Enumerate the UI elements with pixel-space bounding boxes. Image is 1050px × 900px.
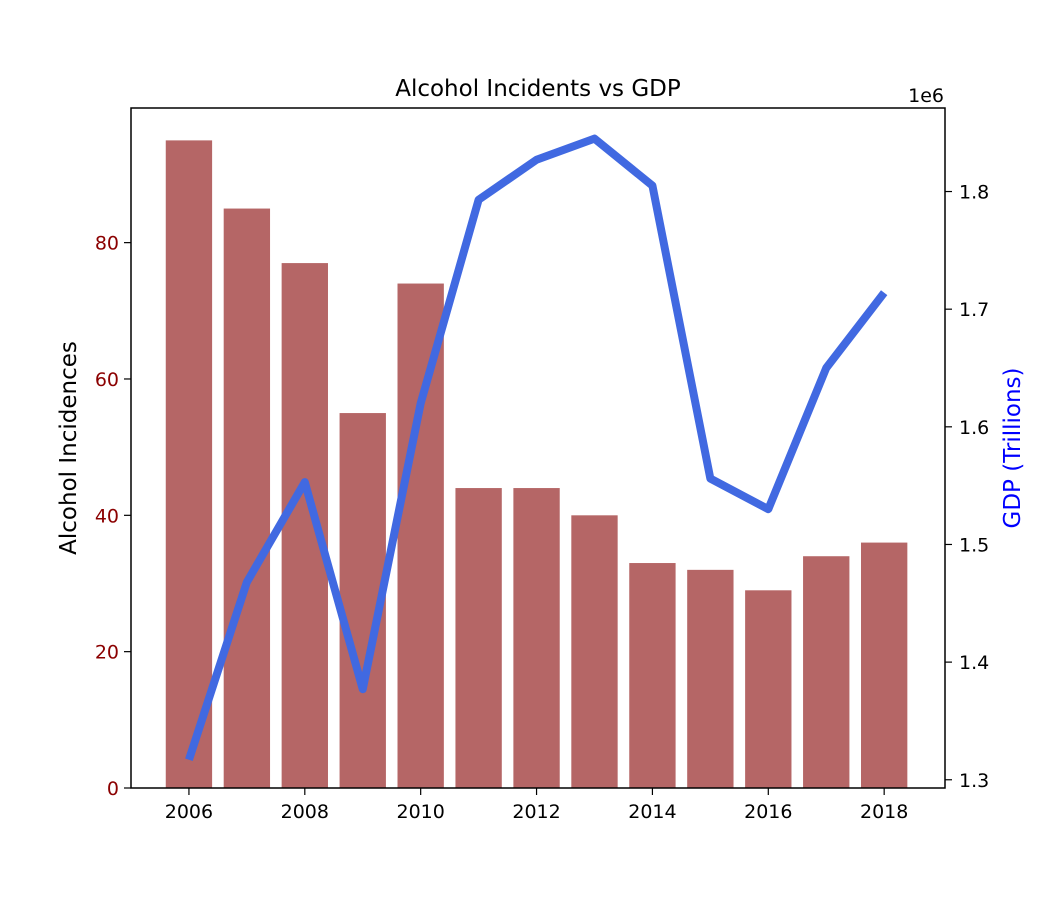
right-axis-label: GDP (Trillions) bbox=[1000, 368, 1026, 529]
x-tick-label-2016: 2016 bbox=[744, 801, 792, 823]
x-tick-label-2012: 2012 bbox=[512, 801, 560, 823]
x-tick-label-2014: 2014 bbox=[628, 801, 676, 823]
right-axis-offset: 1e6 bbox=[908, 85, 944, 107]
right-tick-label-4: 1.7 bbox=[959, 299, 989, 321]
bar-2018 bbox=[860, 542, 908, 788]
left-tick-label-60: 60 bbox=[95, 369, 119, 391]
bar-series bbox=[165, 140, 908, 788]
right-tick-label-0: 1.3 bbox=[959, 770, 989, 792]
bar-2015 bbox=[687, 569, 734, 788]
right-tick-label-5: 1.8 bbox=[959, 182, 989, 204]
bar-2014 bbox=[629, 563, 676, 788]
left-tick-label-0: 0 bbox=[107, 778, 119, 800]
bar-2006 bbox=[165, 140, 213, 788]
x-axis: 2006 2008 2010 2012 2014 2016 2018 bbox=[165, 788, 908, 823]
left-y-axis: 0 20 40 60 80 bbox=[95, 233, 131, 800]
bar-2011 bbox=[455, 488, 502, 788]
bar-2007 bbox=[223, 208, 271, 788]
left-axis-label: Alcohol Incidences bbox=[56, 341, 82, 555]
gdp-line-series bbox=[185, 134, 888, 762]
right-y-axis: 1.3 1.4 1.5 1.6 1.7 1.8 bbox=[945, 182, 989, 792]
x-tick-label-2018: 2018 bbox=[860, 801, 908, 823]
plot-frame bbox=[130, 107, 946, 789]
x-tick-label-2010: 2010 bbox=[397, 801, 445, 823]
bar-2017 bbox=[803, 556, 850, 788]
left-tick-label-20: 20 bbox=[95, 642, 119, 664]
x-tick-label-2008: 2008 bbox=[281, 801, 329, 823]
chart-title: Alcohol Incidents vs GDP bbox=[395, 76, 681, 102]
right-tick-label-1: 1.4 bbox=[959, 652, 989, 674]
bar-2012 bbox=[513, 488, 560, 788]
bar-2010 bbox=[397, 283, 444, 788]
right-tick-label-2: 1.5 bbox=[959, 534, 989, 556]
bar-2013 bbox=[571, 515, 618, 788]
left-tick-label-80: 80 bbox=[95, 233, 119, 255]
bar-2016 bbox=[745, 590, 792, 788]
left-tick-label-40: 40 bbox=[95, 505, 119, 527]
x-tick-label-2006: 2006 bbox=[165, 801, 213, 823]
right-tick-label-3: 1.6 bbox=[959, 417, 989, 439]
